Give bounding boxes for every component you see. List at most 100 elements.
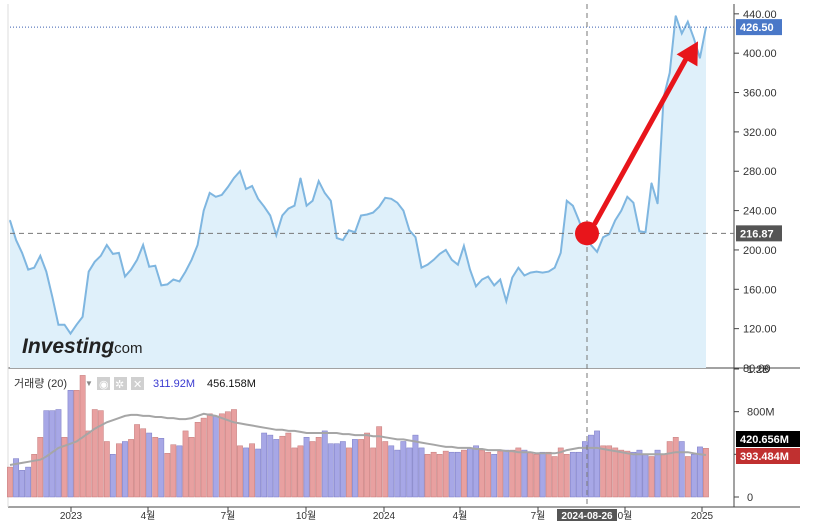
volume-bar: [37, 437, 44, 498]
volume-bar: [684, 456, 691, 498]
price-point: [481, 278, 483, 281]
volume-bar: [624, 450, 631, 498]
volume-current-badge: 420.656M: [740, 434, 789, 446]
dropdown-arrow-icon[interactable]: ▼: [85, 379, 93, 388]
price-point: [197, 244, 199, 246]
price-point: [306, 205, 308, 207]
price-point: [257, 198, 259, 200]
crosshair-price-badge-bg: [736, 225, 782, 242]
price-point: [408, 229, 410, 231]
current-price-badge: 426.50: [740, 22, 774, 34]
volume-bar: [521, 449, 528, 498]
price-point: [191, 259, 193, 261]
gear-icon[interactable]: [114, 377, 127, 390]
volume-bar: [545, 451, 552, 498]
price-point: [172, 278, 174, 281]
price-point: [330, 200, 332, 202]
price-point: [548, 271, 550, 273]
volume-bar: [648, 456, 655, 498]
volume-bar: [569, 451, 576, 498]
annotation-dot: [575, 221, 599, 246]
price-point: [160, 284, 162, 286]
volume-bar: [146, 432, 153, 498]
price-point: [21, 252, 23, 254]
volume-bar: [339, 441, 346, 498]
volume-bar: [224, 411, 231, 498]
date-tick-label: 7월: [531, 510, 546, 521]
volume-tick-label: 1.2B: [747, 364, 770, 376]
volume-bar: [91, 409, 98, 498]
price-point: [493, 284, 495, 286]
price-point: [106, 244, 108, 246]
volume-bar: [473, 445, 479, 498]
date-tick-label: 2024: [373, 511, 396, 521]
volume-bar: [25, 466, 32, 498]
volume-bar: [527, 451, 534, 498]
price-point: [227, 186, 229, 188]
volume-bar: [382, 441, 389, 498]
volume-bar: [400, 441, 407, 498]
price-point: [233, 177, 235, 179]
price-point: [82, 316, 84, 318]
volume-bar: [218, 413, 225, 498]
price-point: [94, 261, 96, 263]
volume-bar: [103, 441, 110, 498]
volume-bar: [358, 439, 364, 498]
price-point: [427, 264, 429, 266]
price-point: [523, 274, 526, 277]
price-tick-label: 80.00: [743, 363, 771, 375]
volume-bar: [454, 451, 461, 498]
price-point: [154, 265, 156, 267]
price-point: [148, 266, 150, 268]
volume-bar: [346, 447, 352, 498]
crosshair-date-badge-bg: [557, 509, 617, 521]
price-point: [675, 15, 677, 17]
volume-bar: [200, 417, 207, 498]
price-point: [287, 208, 289, 210]
volume-bar: [158, 438, 165, 498]
volume-bar: [73, 390, 80, 498]
volume-bar: [285, 432, 292, 498]
volume-bar: [606, 445, 613, 498]
volume-bar: [134, 424, 140, 498]
volume-bar: [503, 449, 510, 498]
annotation-arrow-head: [676, 41, 698, 67]
volume-bar: [370, 447, 377, 498]
price-point: [402, 210, 404, 212]
price-point: [499, 278, 501, 281]
close-icon[interactable]: [131, 377, 144, 390]
price-point: [681, 32, 683, 35]
eye-icon-glyph: ◉: [99, 379, 109, 391]
volume-bar: [85, 430, 92, 498]
price-area-fill: [10, 15, 706, 369]
volume-bar: [690, 454, 697, 498]
price-point: [63, 324, 66, 326]
price-point: [396, 202, 398, 204]
price-point: [699, 57, 701, 59]
investing-logo: Investing .com: [22, 335, 143, 358]
volume-bar: [539, 451, 546, 498]
price-point: [15, 239, 17, 241]
price-point: [620, 210, 622, 212]
price-point: [529, 272, 532, 274]
volume-bar: [321, 430, 328, 498]
volume-bar: [491, 454, 498, 498]
price-point: [669, 72, 671, 74]
volume-bar: [352, 439, 358, 498]
price-point: [626, 196, 628, 198]
volume-current-value: 456.158M: [207, 378, 256, 390]
volume-bar: [630, 451, 637, 498]
price-point: [608, 233, 610, 235]
eye-icon[interactable]: [97, 377, 110, 390]
price-point: [136, 259, 138, 261]
price-point: [602, 236, 604, 238]
volume-ma-value: 311.92M: [153, 378, 195, 390]
price-point: [433, 259, 435, 261]
volume-bar: [703, 448, 709, 498]
volume-bar: [140, 428, 147, 498]
volume-bar: [497, 450, 504, 498]
volume-tick-label: 800M: [747, 407, 775, 419]
price-tick-label: 360.00: [743, 88, 777, 100]
volume-bar: [636, 449, 643, 498]
